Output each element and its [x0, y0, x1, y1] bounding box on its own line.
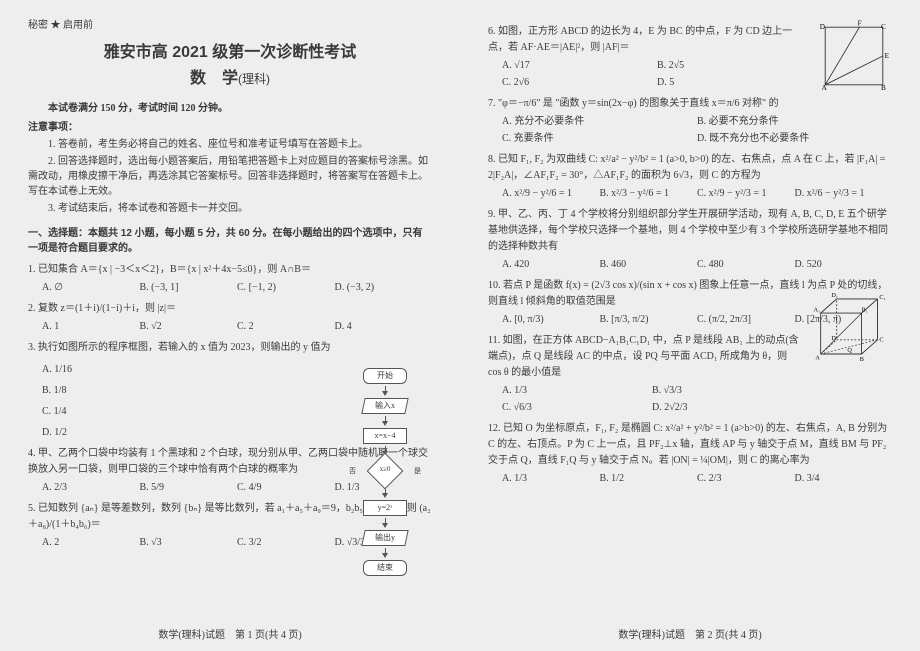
fc-no: 否	[349, 466, 356, 477]
q5-opt-b: B. √3	[140, 535, 238, 550]
q11-opt-c: C. √6/3	[502, 400, 652, 415]
q2-options: A. 1 B. √2 C. 2 D. 4	[42, 319, 432, 334]
q8-opt-d: D. x²/6 − y²/3 = 1	[795, 186, 893, 201]
page-footer-2: 数学(理科)试题 第 2 页(共 4 页)	[460, 628, 920, 643]
q1-opt-d: D. (−3, 2)	[335, 280, 433, 295]
q8-opt-b: B. x²/3 − y²/6 = 1	[600, 186, 698, 201]
svg-text:D: D	[820, 23, 825, 31]
q1-options: A. ∅ B. (−3, 1] C. [−1, 2) D. (−3, 2)	[42, 280, 432, 295]
q6-opt-b: B. 2√5	[657, 58, 812, 73]
svg-text:C: C	[879, 337, 883, 344]
q9-opt-c: C. 480	[697, 257, 795, 272]
svg-text:A: A	[815, 354, 820, 361]
q11-options-row2: C. √6/3 D. 2√2/3	[502, 400, 892, 415]
q9-opt-a: A. 420	[502, 257, 600, 272]
q8-opt-c: C. x²/9 − y²/3 = 1	[697, 186, 795, 201]
q1-opt-a: A. ∅	[42, 280, 140, 295]
q11-opt-b: B. √3/3	[652, 383, 802, 398]
q9-options: A. 420 B. 460 C. 480 D. 520	[502, 257, 892, 272]
question-3: 3. 执行如图所示的程序框图，若输入的 x 值为 2023，则输出的 y 值为	[28, 340, 432, 356]
q2-opt-b: B. √2	[140, 319, 238, 334]
exam-subject: 数 学(理科)	[28, 67, 432, 91]
q5-opt-c: C. 3/2	[237, 535, 335, 550]
svg-text:F: F	[858, 20, 862, 27]
question-9: 9. 甲、乙、丙、丁 4 个学校将分别组织部分学生开展研学活动，现有 A, B,…	[488, 207, 892, 255]
q8-options: A. x²/9 − y²/6 = 1 B. x²/3 − y²/6 = 1 C.…	[502, 186, 892, 201]
page-footer-1: 数学(理科)试题 第 1 页(共 4 页)	[0, 628, 460, 643]
q5-opt-a: A. 2	[42, 535, 140, 550]
question-8: 8. 已知 F₁, F₂ 为双曲线 C: x²/a² − y²/b² = 1 (…	[488, 152, 892, 184]
q6-opt-c: C. 2√6	[502, 75, 657, 90]
q2-opt-d: D. 4	[335, 319, 433, 334]
q7-opt-b: B. 必要不充分条件	[697, 114, 892, 129]
page-1: 秘密 ★ 启用前 雅安市高 2021 级第一次诊断性考试 数 学(理科) 本试卷…	[0, 0, 460, 651]
q4-opt-c: C. 4/9	[237, 480, 335, 495]
fc-end: 结束	[363, 560, 407, 576]
page-2: 6. 如图，正方形 ABCD 的边长为 4，E 为 BC 的中点，F 为 CD …	[460, 0, 920, 651]
q6-opt-d: D. 5	[657, 75, 812, 90]
q12-opt-d: D. 3/4	[795, 471, 893, 486]
q7-opt-c: C. 充要条件	[502, 131, 697, 146]
q10-opt-c: C. (π/2, 2π/3]	[697, 312, 795, 327]
q4-opt-b: B. 5/9	[140, 480, 238, 495]
notice-1: 1. 答卷前，考生务必将自己的姓名、座位号和准考证号填写在答题卡上。	[28, 137, 432, 152]
q12-opt-b: B. 1/2	[600, 471, 698, 486]
notice-2: 2. 回答选择题时，选出每小题答案后，用铅笔把答题卡上对应题目的答案标号涂黑。如…	[28, 154, 432, 199]
q11-opt-a: A. 1/3	[502, 383, 652, 398]
svg-text:B: B	[860, 356, 864, 363]
fc-yes: 是	[414, 466, 421, 477]
score-note: 本试卷满分 150 分，考试时间 120 分钟。	[28, 101, 432, 116]
svg-text:D: D	[831, 335, 836, 342]
q10-opt-a: A. [0, π/3)	[502, 312, 600, 327]
fc-start: 开始	[363, 368, 407, 384]
q11-options-row1: A. 1/3 B. √3/3	[502, 383, 892, 398]
q6-opt-a: A. √17	[502, 58, 657, 73]
svg-text:Q: Q	[847, 347, 852, 354]
question-2: 2. 复数 z＝(1＋i)/(1−i)＋i，则 |z|＝	[28, 301, 432, 317]
notice-head: 注意事项：	[28, 120, 432, 135]
svg-text:E: E	[885, 52, 890, 60]
q12-opt-c: C. 2/3	[697, 471, 795, 486]
fc-calc: y=2ˣ	[363, 500, 407, 516]
q1-opt-b: B. (−3, 1]	[140, 280, 238, 295]
svg-text:D₁: D₁	[831, 292, 838, 299]
q9-opt-b: B. 460	[600, 257, 698, 272]
q10-opt-b: B. [π/3, π/2)	[600, 312, 698, 327]
fc-step: x=x−4	[363, 428, 407, 444]
q4-opt-a: A. 2/3	[42, 480, 140, 495]
question-12: 12. 已知 O 为坐标原点，F₁, F₂ 是椭圆 C: x²/a² + y²/…	[488, 421, 892, 469]
q12-options: A. 1/3 B. 1/2 C. 2/3 D. 3/4	[502, 471, 892, 486]
exam-title: 雅安市高 2021 级第一次诊断性考试	[28, 41, 432, 65]
q1-opt-c: C. [−1, 2)	[237, 280, 335, 295]
svg-text:C: C	[881, 23, 886, 31]
flowchart-diagram: 开始 输入x x=x−4 x≥0 否 是 y=2ˣ 输出y 结束	[342, 366, 428, 578]
q7-options-row2: C. 充要条件 D. 既不充分也不必要条件	[502, 131, 892, 146]
fc-cond: x≥0 否 是	[361, 458, 409, 486]
question-1: 1. 已知集合 A＝{x | −3＜x＜2}，B＝{x | x²＋4x−5≤0}…	[28, 262, 432, 278]
q9-opt-d: D. 520	[795, 257, 893, 272]
cube-diagram: A B C D A₁ B₁ C₁ D₁ Q	[810, 290, 890, 370]
subject-track: (理科)	[238, 72, 270, 86]
notice-3: 3. 考试结束后，将本试卷和答题卡一并交回。	[28, 201, 432, 216]
q7-opt-d: D. 既不充分也不必要条件	[697, 131, 892, 146]
svg-text:B: B	[881, 84, 886, 92]
question-7: 7. "φ＝−π/6" 是 "函数 y＝sin(2x−φ) 的图象关于直线 x＝…	[488, 96, 892, 112]
subject-name: 数 学	[190, 70, 238, 87]
q7-options-row1: A. 充分不必要条件 B. 必要不充分条件	[502, 114, 892, 129]
fc-out: 输出y	[361, 530, 408, 546]
square-diagram: A B C D E F	[818, 20, 890, 92]
fc-input: 输入x	[361, 398, 408, 414]
q7-opt-a: A. 充分不必要条件	[502, 114, 697, 129]
q11-opt-d: D. 2√2/3	[652, 400, 802, 415]
svg-text:B₁: B₁	[862, 306, 868, 313]
svg-text:C₁: C₁	[879, 294, 885, 301]
svg-text:A₁: A₁	[814, 306, 821, 313]
q2-opt-a: A. 1	[42, 319, 140, 334]
svg-text:A: A	[822, 84, 828, 92]
q8-opt-a: A. x²/9 − y²/6 = 1	[502, 186, 600, 201]
q2-opt-c: C. 2	[237, 319, 335, 334]
q12-opt-a: A. 1/3	[502, 471, 600, 486]
section-1-head: 一、选择题：本题共 12 小题，每小题 5 分，共 60 分。在每小题给出的四个…	[28, 226, 432, 256]
secrecy-label: 秘密 ★ 启用前	[28, 18, 432, 33]
